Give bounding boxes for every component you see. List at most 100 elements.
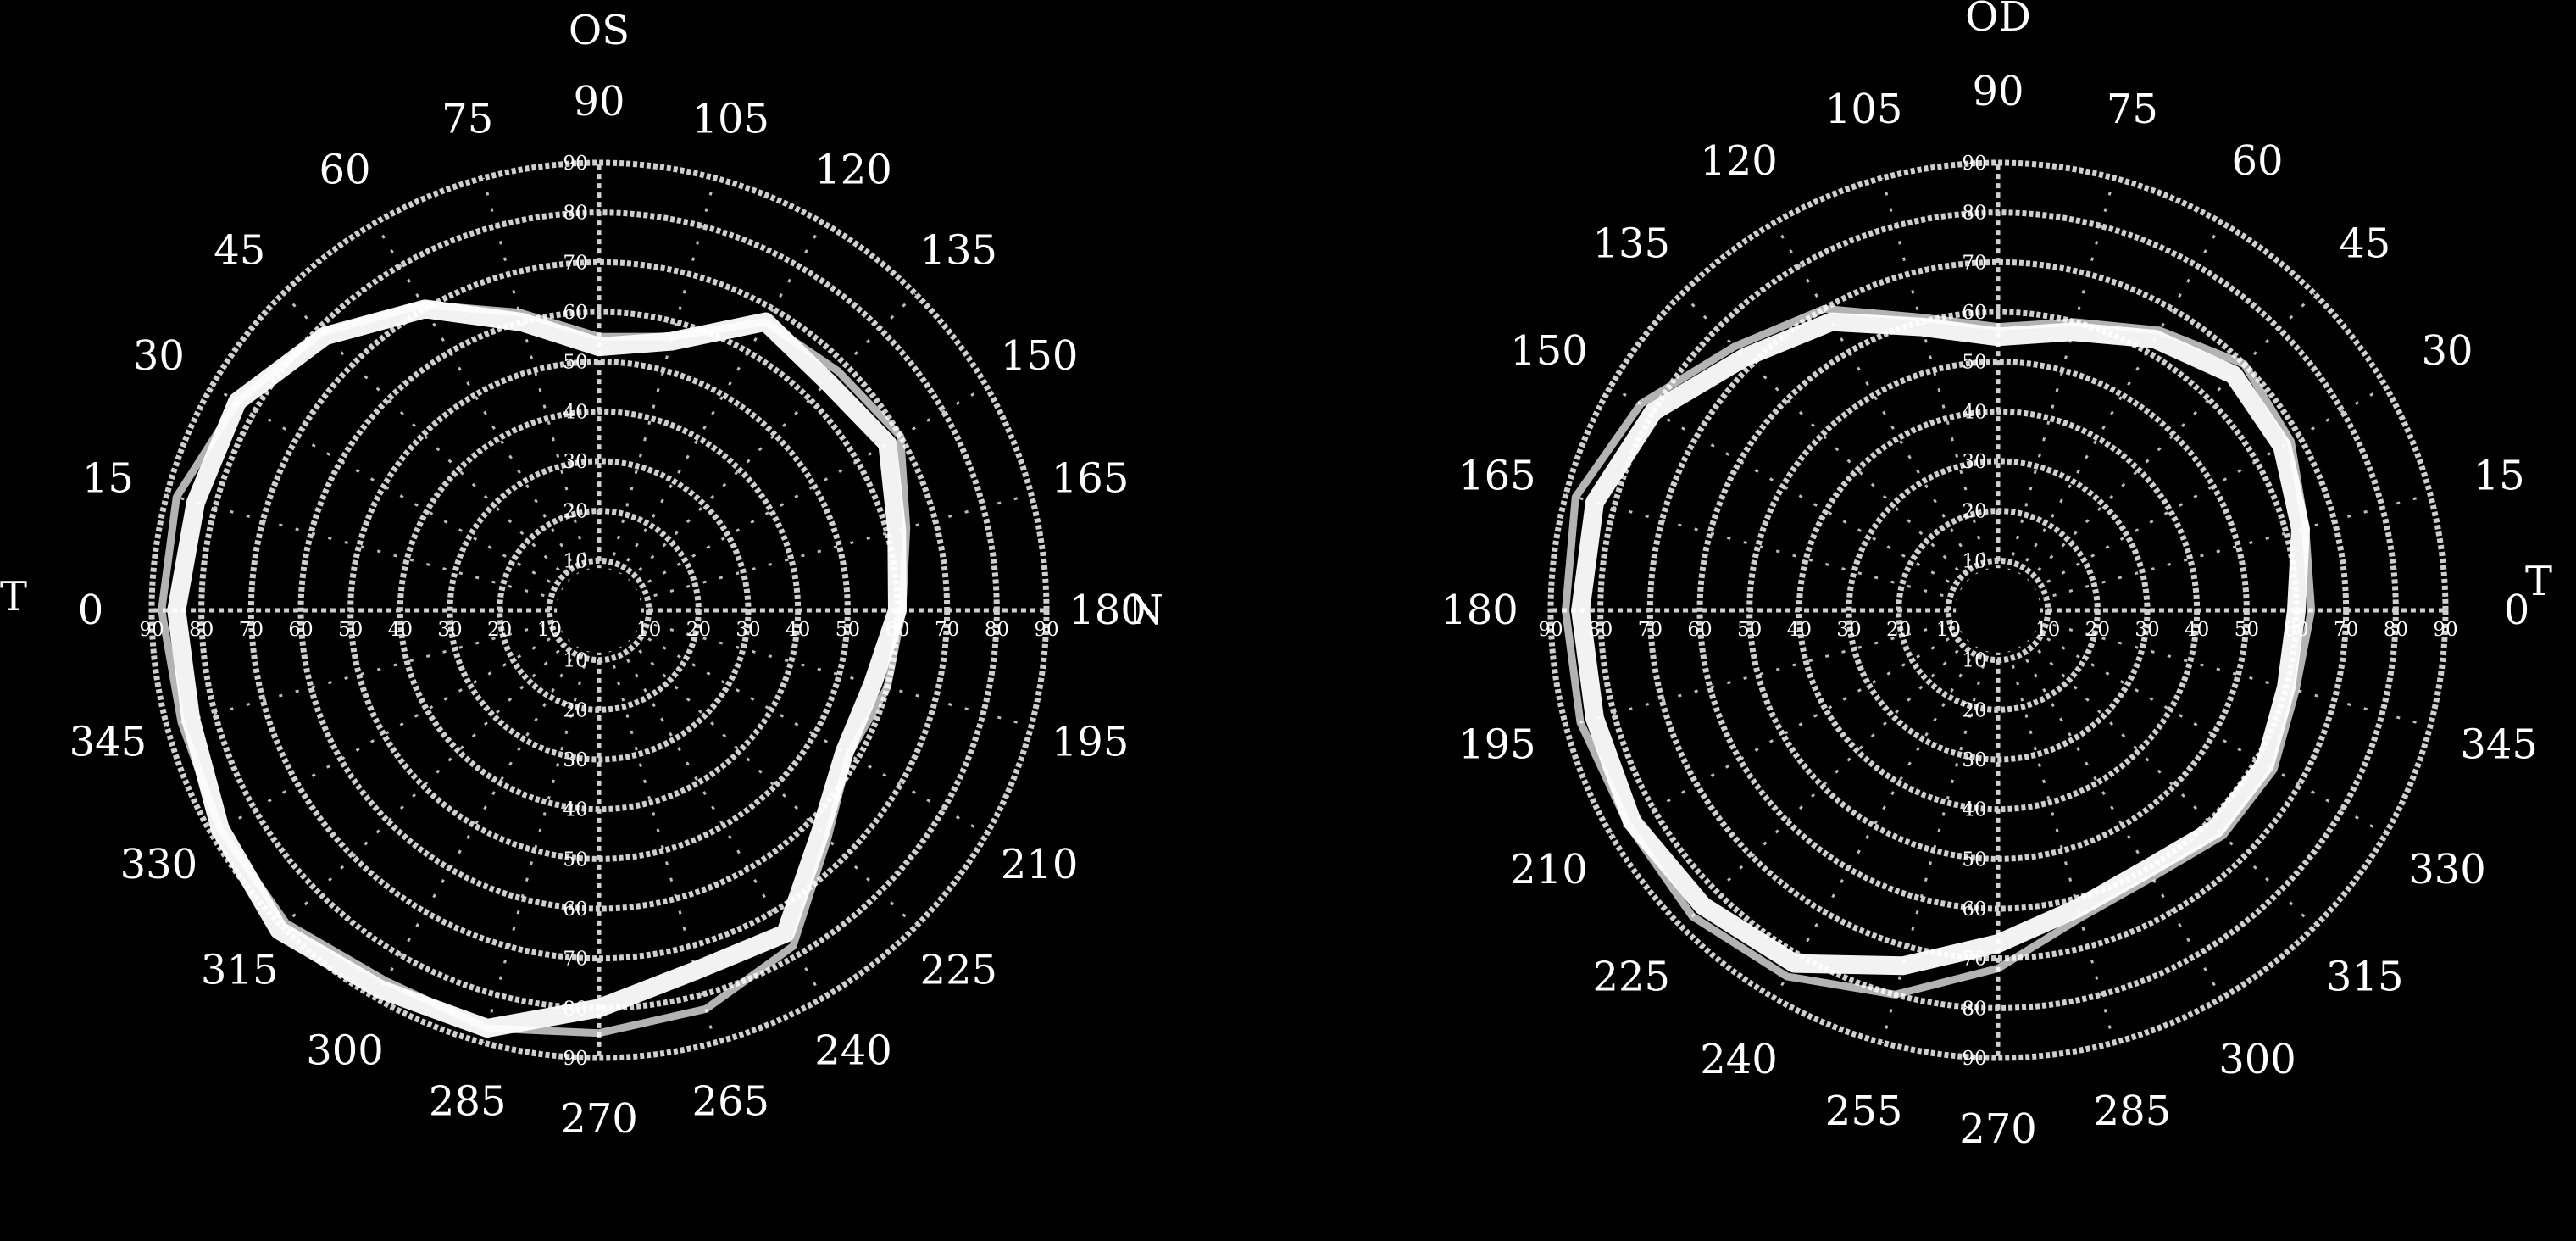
field-tracing-2 [158,300,911,1038]
ring-value-label: 30 [2135,619,2159,641]
ring-value-label: 40 [1962,799,1986,821]
ring-value-label: 10 [1962,550,1986,572]
ring-value-label: 30 [1962,451,1986,473]
angle-label: 300 [306,1027,384,1075]
ring-value-label: 50 [1962,849,1986,871]
field-tracing-2 [1562,304,2316,999]
grid-spoke [2017,643,2223,999]
side-label-left: T [0,573,27,620]
ring-value-label: 50 [338,619,363,641]
ring-value-label: 90 [563,153,587,175]
grid-spoke [2007,177,2116,573]
angle-label: 210 [1510,846,1588,893]
ring-value-label: 30 [563,451,587,473]
ring-labels: 10 20 30 40 50 60 70 80 90 10 20 30 40 50 60 70 80 90 10 20… [1538,153,2457,1070]
ring-value-label: 30 [437,619,462,641]
ring-value-label: 10 [563,550,587,572]
side-label-right: N [1128,587,1163,634]
angle-label: 165 [1052,455,1130,503]
ring-value-label: 40 [2185,619,2209,641]
grid-spoke [1773,221,1979,577]
grid-spoke [374,221,580,577]
angle-label: 135 [1592,220,1670,267]
angle-label: 225 [919,946,997,993]
grid-spoke [636,619,1032,728]
ring-value-label: 40 [563,799,587,821]
angle-labels: 0 15 30 45 60 75 90 105 120 135 150 165 180 195 210 225… [69,78,1146,1143]
ring-value-label: 70 [1962,252,1986,274]
grid-spoke [632,385,988,592]
ring-value-label: 20 [1886,619,1911,641]
center-disc [1956,568,2040,653]
ring-value-label: 70 [563,949,587,971]
ring-value-label: 80 [1962,998,1986,1020]
angle-label: 15 [2473,453,2525,500]
grid-spoke [1880,648,1990,1043]
ring-value-label: 50 [1962,352,1986,374]
angle-label: 255 [1825,1088,1903,1135]
grid-spoke [636,493,1032,602]
ring-value-label: 90 [2433,619,2457,641]
grid-ring [1896,508,2101,713]
angle-label: 240 [814,1027,892,1075]
grid-spoke [1773,643,1979,999]
grid-spoke [2025,637,2316,928]
ring-value-label: 90 [563,1048,587,1070]
grid-ring [247,259,951,962]
ring-value-label: 90 [1962,153,1986,175]
grid-ring [447,458,752,763]
angle-label: 285 [2094,1088,2172,1135]
angle-label: 15 [82,455,134,503]
ring-value-label: 70 [239,619,264,641]
ring-value-label: 40 [563,401,587,423]
angle-label: 165 [1458,453,1536,500]
grid-spoke [1609,385,1965,592]
ring-value-label: 30 [1962,749,1986,771]
angle-label: 330 [2408,846,2486,893]
grid-ring [1646,259,2350,962]
ring-value-label: 40 [786,619,810,641]
ring-value-label: 80 [2384,619,2408,641]
ring-value-label: 50 [563,352,587,374]
ring-value-label: 10 [1962,650,1986,672]
ring-value-label: 30 [1836,619,1861,641]
ring-value-label: 10 [1936,619,1961,641]
angle-label: 315 [201,946,279,993]
grid-ring [347,359,851,862]
angle-label: 180 [1069,587,1146,634]
ring-value-label: 20 [487,619,512,641]
ring-value-label: 10 [563,650,587,672]
grid-ring [1597,209,2399,1011]
grid-spoke [2035,493,2431,602]
grid-spoke [608,177,717,573]
angle-label: 270 [1959,1105,2037,1153]
grid-spoke [1680,637,1971,928]
ring-value-label: 80 [563,203,587,225]
grid-spoke [1609,629,1965,836]
grid-spoke [1565,493,1961,602]
grid-ring [1945,557,2051,664]
grid-spoke [481,177,591,573]
field-tracing-1 [1571,312,2310,976]
grid-spoke [2007,648,2116,1043]
angle-label: 150 [1510,327,1588,375]
grid-spoke [2031,385,2387,592]
center-disc [557,568,641,653]
grid-ring [497,508,702,713]
angle-label: 90 [573,78,625,125]
angle-label: 30 [133,332,185,380]
ring-value-label: 20 [563,699,587,721]
grid-spoke [2025,292,2316,583]
grid-spoke [166,493,562,602]
angle-label: 210 [1001,841,1079,888]
ring-value-label: 50 [2235,619,2259,641]
ring-value-label: 60 [563,302,587,324]
eye-label-os: OS [569,7,630,54]
angle-labels: 0 15 30 45 60 75 90 105 120 135 150 165 180 195 210 225… [1441,68,2538,1153]
angle-label: 270 [560,1095,638,1143]
ring-value-label: 70 [1638,619,1663,641]
angle-label: 285 [429,1078,507,1126]
ring-value-label: 60 [563,899,587,921]
grid-spoke [2031,629,2387,836]
